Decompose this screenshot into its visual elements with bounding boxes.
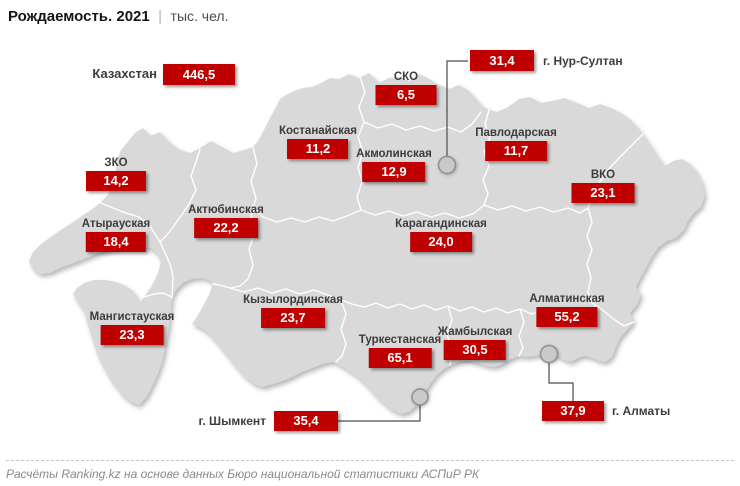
region-label: Павлодарская: [475, 127, 557, 139]
city-value-badge-nur-sultan: 31,4: [470, 50, 534, 71]
connector-shymkent: [338, 405, 421, 422]
region-value-badge: 23,7: [261, 308, 325, 328]
region-label: Атырауская: [81, 218, 151, 230]
city-value-badge-almaty: 37,9: [542, 401, 604, 421]
region-label: Кызылординская: [243, 294, 343, 306]
region-label: Карагандинская: [395, 218, 487, 230]
source-note: Расчёты Ranking.kz на основе данных Бюро…: [6, 460, 734, 481]
country-value-badge: 446,5: [163, 64, 235, 85]
region-label: Алматинская: [529, 293, 605, 305]
title-separator: |: [158, 8, 163, 25]
region-callout-mangystau: Мангистауская 23,3: [89, 310, 175, 345]
callout-connectors: [338, 60, 574, 422]
region-label: ВКО: [590, 169, 616, 181]
region-label: Туркестанская: [358, 334, 442, 346]
region-label: Актюбинская: [188, 204, 264, 216]
region-label: Жамбылская: [437, 326, 513, 338]
region-value-badge: 11,2: [287, 139, 349, 159]
region-callout-sko: СКО 6,5: [375, 70, 437, 105]
region-value-badge: 12,9: [362, 162, 426, 182]
region-callout-vko: ВКО 23,1: [571, 168, 635, 203]
city-label-almaty: г. Алматы: [612, 404, 671, 418]
region-label: Костанайская: [279, 125, 357, 137]
region-callout-kyzylorda: Кызылординская 23,7: [243, 293, 343, 328]
region-value-badge: 14,2: [86, 171, 146, 191]
region-callout-aktobe: Актюбинская 22,2: [188, 203, 264, 238]
region-value-badge: 6,5: [375, 85, 437, 105]
region-value-badge: 55,2: [536, 307, 598, 327]
region-callout-karaganda: Карагандинская 24,0: [395, 217, 487, 252]
region-label: Мангистауская: [89, 311, 175, 323]
region-callout-turkestan: Туркестанская 65,1: [359, 333, 441, 368]
region-label: ЗКО: [104, 157, 128, 169]
page-title: Рождаемость. 2021 | тыс. чел.: [8, 8, 228, 26]
city-label-nur-sultan: г. Нур-Султан: [543, 54, 623, 68]
country-label: Казахстан: [92, 66, 157, 81]
region-callout-zhambyl: Жамбылская 30,5: [437, 325, 513, 360]
region-callout-pavlodar: Павлодарская 11,7: [475, 126, 557, 161]
title-unit: тыс. чел.: [170, 8, 229, 24]
connector-almaty: [548, 363, 574, 402]
region-callout-almaty-region: Алматинская 55,2: [529, 292, 605, 327]
connector-nur-sultan: [446, 60, 468, 157]
region-callout-atyrau: Атырауская 18,4: [82, 217, 150, 252]
region-value-badge: 65,1: [368, 348, 432, 368]
region-callout-akmola: Акмолинская 12,9: [356, 147, 432, 182]
region-value-badge: 24,0: [410, 232, 472, 252]
region-value-badge: 30,5: [444, 340, 506, 360]
region-value-badge: 11,7: [485, 141, 547, 161]
region-callout-kostanay: Костанайская 11,2: [279, 124, 357, 159]
region-value-badge: 23,3: [100, 325, 164, 345]
city-label-shymkent: г. Шымкент: [198, 414, 266, 428]
title-text: Рождаемость. 2021: [8, 8, 150, 25]
region-value-badge: 23,1: [571, 183, 635, 203]
city-markers: [411, 155, 559, 406]
region-callout-zko: ЗКО 14,2: [86, 156, 146, 191]
city-value-badge-shymkent: 35,4: [274, 411, 338, 431]
region-value-badge: 18,4: [86, 232, 146, 252]
city-marker-almaty: [539, 344, 559, 364]
region-value-badge: 22,2: [194, 218, 258, 238]
region-label: СКО: [393, 71, 419, 83]
city-marker-nur-sultan: [437, 155, 457, 175]
city-marker-shymkent: [411, 388, 429, 406]
region-label: Акмолинская: [356, 148, 432, 160]
